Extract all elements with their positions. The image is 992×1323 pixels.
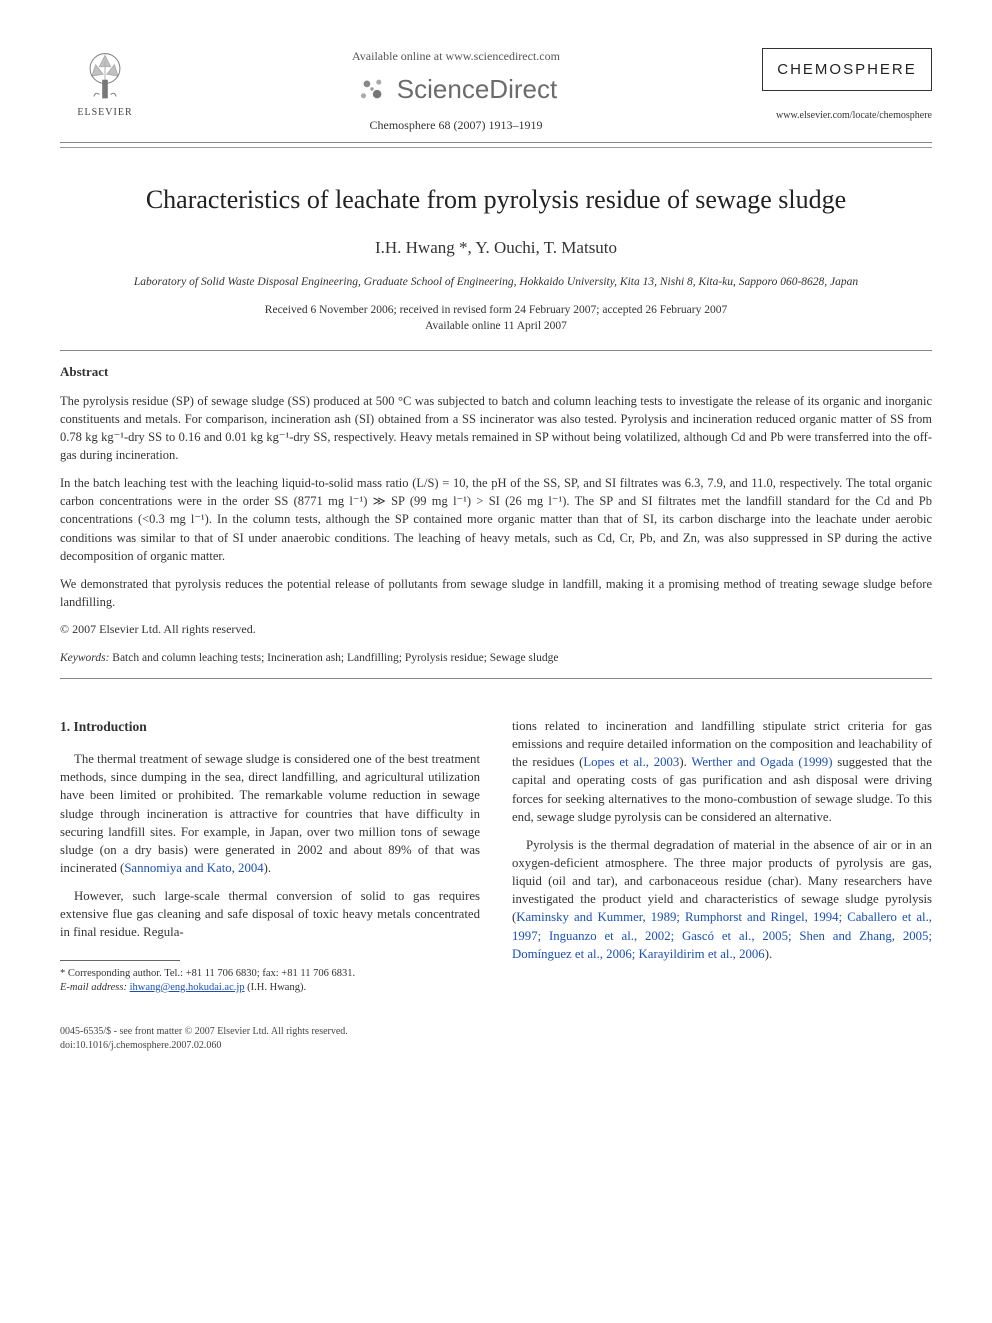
page-header: ELSEVIER Available online at www.science… [60, 48, 932, 143]
abstract-para-1: The pyrolysis residue (SP) of sewage slu… [60, 392, 932, 465]
received-dates: Received 6 November 2006; received in re… [60, 302, 932, 318]
journal-reference: Chemosphere 68 (2007) 1913–1919 [150, 117, 762, 134]
footnote-email-label: E-mail address: [60, 982, 127, 993]
abstract-bottom-rule [60, 678, 932, 679]
intro-p1-text: The thermal treatment of sewage sludge i… [60, 752, 480, 875]
left-column: 1. Introduction The thermal treatment of… [60, 691, 480, 995]
body-columns: 1. Introduction The thermal treatment of… [60, 691, 932, 995]
abstract-para-2: In the batch leaching test with the leac… [60, 474, 932, 565]
footnote-email-line: E-mail address: ihwang@eng.hokudai.ac.jp… [60, 981, 480, 995]
abstract-section: Abstract The pyrolysis residue (SP) of s… [60, 363, 932, 637]
intro-para-2-cont: tions related to incineration and landfi… [512, 717, 932, 826]
keywords-text: Batch and column leaching tests; Inciner… [112, 652, 558, 664]
journal-name-box: CHEMOSPHERE [762, 48, 932, 91]
page-footer: 0045-6535/$ - see front matter © 2007 El… [60, 1025, 932, 1053]
abstract-top-rule [60, 350, 932, 351]
footnote-email-name: (I.H. Hwang). [247, 982, 306, 993]
footnote-corr-line: * Corresponding author. Tel.: +81 11 706… [60, 967, 480, 981]
authors-line: I.H. Hwang *, Y. Ouchi, T. Matsuto [60, 236, 932, 260]
keywords-label: Keywords: [60, 652, 109, 664]
footer-front-matter: 0045-6535/$ - see front matter © 2007 El… [60, 1025, 348, 1039]
article-title: Characteristics of leachate from pyrolys… [60, 182, 932, 218]
footer-block: 0045-6535/$ - see front matter © 2007 El… [60, 1025, 348, 1053]
sciencedirect-text: ScienceDirect [397, 71, 557, 107]
header-center: Available online at www.sciencedirect.co… [150, 48, 762, 134]
elsevier-tree-icon [77, 48, 133, 104]
sciencedirect-logo: ScienceDirect [150, 71, 762, 107]
abstract-copyright: © 2007 Elsevier Ltd. All rights reserved… [60, 621, 932, 638]
footnote-email[interactable]: ihwang@eng.hokudai.ac.jp [130, 982, 245, 993]
abstract-heading: Abstract [60, 363, 932, 381]
available-online-date: Available online 11 April 2007 [60, 318, 932, 334]
footnote-separator [60, 960, 180, 961]
sciencedirect-icon [355, 72, 389, 106]
header-rule [60, 147, 932, 148]
ref-lopes[interactable]: Lopes et al., 2003 [583, 755, 679, 769]
corresponding-footnote: * Corresponding author. Tel.: +81 11 706… [60, 967, 480, 995]
intro-para-3: Pyrolysis is the thermal degradation of … [512, 836, 932, 963]
elsevier-logo-block: ELSEVIER [60, 48, 150, 120]
section-1-heading: 1. Introduction [60, 717, 480, 736]
journal-url: www.elsevier.com/locate/chemosphere [762, 109, 932, 123]
ref-sannomiya[interactable]: Sannomiya and Kato, 2004 [124, 861, 263, 875]
authors-text: I.H. Hwang *, Y. Ouchi, T. Matsuto [375, 238, 617, 257]
footer-doi: doi:10.1016/j.chemosphere.2007.02.060 [60, 1039, 348, 1053]
r-p2b: ). [765, 947, 772, 961]
available-online-text: Available online at www.sciencedirect.co… [150, 48, 762, 65]
header-right: CHEMOSPHERE www.elsevier.com/locate/chem… [762, 48, 932, 123]
r-p1b: ). [679, 755, 691, 769]
affiliation: Laboratory of Solid Waste Disposal Engin… [60, 274, 932, 290]
intro-p1-end: ). [264, 861, 271, 875]
elsevier-label: ELSEVIER [77, 106, 132, 120]
abstract-para-3: We demonstrated that pyrolysis reduces t… [60, 575, 932, 611]
ref-multi-pyrolysis[interactable]: Kaminsky and Kummer, 1989; Rumphorst and… [512, 910, 932, 960]
intro-para-2: However, such large-scale thermal conver… [60, 887, 480, 941]
right-column: tions related to incineration and landfi… [512, 691, 932, 995]
intro-para-1: The thermal treatment of sewage sludge i… [60, 750, 480, 877]
keywords-line: Keywords: Batch and column leaching test… [60, 650, 932, 666]
ref-werther[interactable]: Werther and Ogada (1999) [691, 755, 832, 769]
